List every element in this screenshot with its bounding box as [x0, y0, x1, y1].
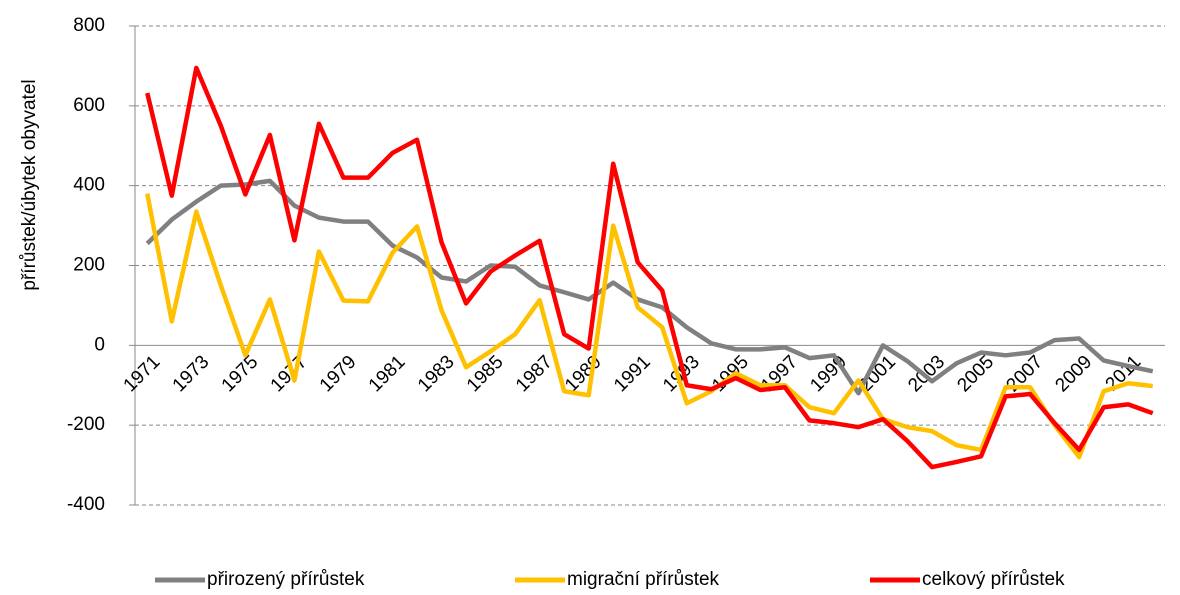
y-tick-label: 600: [73, 95, 105, 116]
x-tick-label: 1987: [512, 352, 557, 397]
x-tick-label: 2007: [1002, 352, 1047, 397]
x-tick-label: 1971: [120, 352, 165, 397]
legend-label: celkový přírůstek: [922, 569, 1065, 590]
x-tick-label: 2009: [1052, 352, 1097, 397]
y-tick-label: 200: [73, 255, 105, 276]
y-tick-label: -400: [67, 494, 105, 515]
x-tick-label: 2005: [953, 352, 998, 397]
y-tick-label: 0: [94, 334, 105, 355]
x-tick-label: 1975: [218, 352, 263, 397]
x-tick-label: 1991: [610, 352, 655, 397]
line-series: [145, 65, 1154, 470]
line-series: [145, 193, 1153, 460]
x-tick-label: 1983: [414, 352, 459, 397]
x-tick-label: 1981: [365, 352, 410, 397]
legend-label: přirozený přírůstek: [207, 569, 365, 590]
x-tick-label: 1973: [169, 352, 214, 397]
y-tick-label: -200: [67, 414, 105, 435]
y-tick-label: 800: [73, 15, 105, 36]
x-tick-label: 1979: [316, 352, 361, 397]
legend-label: migrační přírůstek: [567, 569, 720, 590]
x-tick-label: 1985: [463, 352, 508, 397]
y-tick-label: 400: [73, 175, 105, 196]
line-series: [145, 178, 1154, 396]
y-axis-label: přírůstek/úbytek obyvatel: [19, 79, 40, 290]
